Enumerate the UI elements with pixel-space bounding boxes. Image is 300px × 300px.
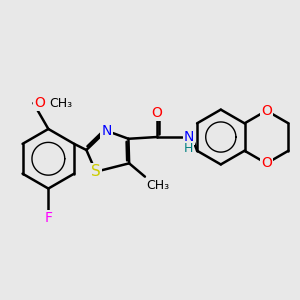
Text: O: O <box>261 156 272 170</box>
Text: S: S <box>91 164 101 179</box>
Text: N: N <box>184 130 194 144</box>
Text: CH₃: CH₃ <box>50 97 73 110</box>
Text: O: O <box>34 96 45 110</box>
Text: O: O <box>151 106 162 120</box>
Text: H: H <box>184 142 193 155</box>
Text: CH₃: CH₃ <box>147 179 170 192</box>
Text: N: N <box>101 124 112 138</box>
Text: O: O <box>261 104 272 118</box>
Text: F: F <box>44 211 52 225</box>
